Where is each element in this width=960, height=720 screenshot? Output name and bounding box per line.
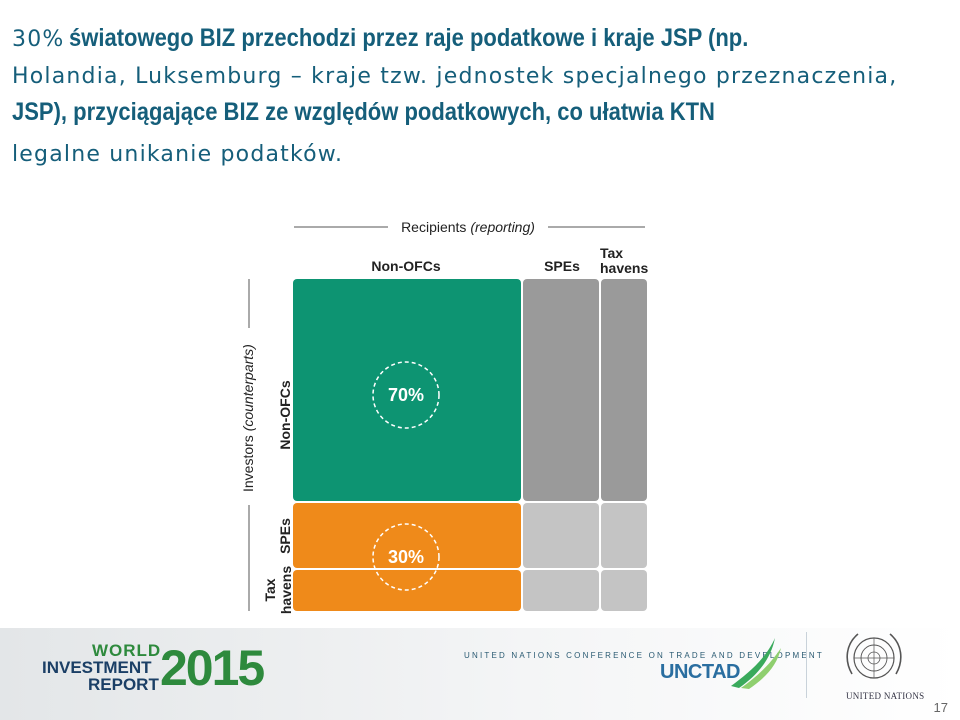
share-30-label: 30% [388, 547, 424, 567]
cell-tax-havens-tax-havens [601, 570, 647, 611]
footer-band [0, 628, 960, 720]
united-nations-label: UNITED NATIONS [846, 691, 925, 701]
share-30-circle [372, 523, 440, 591]
footer-divider [806, 632, 807, 698]
headline-bold-3: JSP), przyciągające BIZ ze względów poda… [12, 98, 715, 126]
page-number: 17 [933, 700, 948, 715]
cell-spes-tax-havens [601, 503, 647, 568]
un-emblem-icon [846, 633, 902, 679]
wir-year: 2015 [160, 640, 265, 696]
cell-spes-spes [523, 503, 599, 568]
col-header-tax-havens-2: havens [600, 260, 648, 276]
row-header-non-ofcs: Non-OFCs [277, 380, 293, 449]
col-header-tax-havens-1: Tax [600, 245, 623, 261]
cell-non-ofcs-spes [523, 279, 599, 501]
cell-spes-non-ofcs [293, 503, 521, 568]
unctad-logo: UNCTAD [660, 661, 740, 683]
cell-non-ofcs-tax-havens [601, 279, 647, 501]
left-axis-label-main: Investors [240, 435, 256, 492]
matrix-cells [293, 279, 647, 611]
top-axis-label-main: Recipients [401, 219, 466, 235]
top-axis-label: Recipients (reporting) [401, 219, 535, 235]
top-axis-qualifier: (reporting) [470, 219, 535, 235]
wir-word-report: REPORT [88, 675, 159, 694]
left-axis-qualifier: (counterparts) [240, 344, 256, 431]
share-70-circle [372, 361, 440, 429]
headline-line-2: Holandia, Luksemburg – kraje tzw. jednos… [12, 64, 898, 89]
cell-non-ofcs-non-ofcs [293, 279, 521, 501]
row-header-tax-havens-1: Tax [262, 578, 278, 601]
share-70-label: 70% [388, 385, 424, 405]
headline-bold-1: światowego BIZ przechodzi przez raje pod… [68, 24, 749, 52]
footer: WORLD INVESTMENT REPORT 2015 UNITED NATI… [0, 628, 960, 720]
wir-word-world: WORLD [92, 641, 162, 660]
left-axis-label: Investors (counterparts) [240, 344, 256, 492]
unctad-swoosh-icon [731, 638, 781, 689]
row-header-spes: SPEs [277, 518, 293, 554]
col-header-non-ofcs: Non-OFCs [371, 258, 440, 274]
headline-line-1: 30% światowego BIZ przechodzi przez raje… [12, 24, 841, 53]
headline-line-3: JSP), przyciągające BIZ ze względów poda… [12, 98, 811, 127]
cell-tax-havens-spes [523, 570, 599, 611]
row-header-tax-havens-2: havens [278, 566, 294, 614]
wir-word-investment: INVESTMENT [42, 658, 152, 677]
fdi-matrix-chart: Recipients (reporting) Non-OFCs SPEs Tax… [240, 219, 648, 614]
headline-line-4: legalne unikanie podatków. [12, 142, 344, 167]
col-header-spes: SPEs [544, 258, 580, 274]
headline-percent: 30% [12, 27, 65, 52]
wir-2015-logo: WORLD INVESTMENT REPORT 2015 [42, 641, 265, 694]
unctad-conference-name: UNITED NATIONS CONFERENCE ON TRADE AND D… [464, 651, 824, 660]
